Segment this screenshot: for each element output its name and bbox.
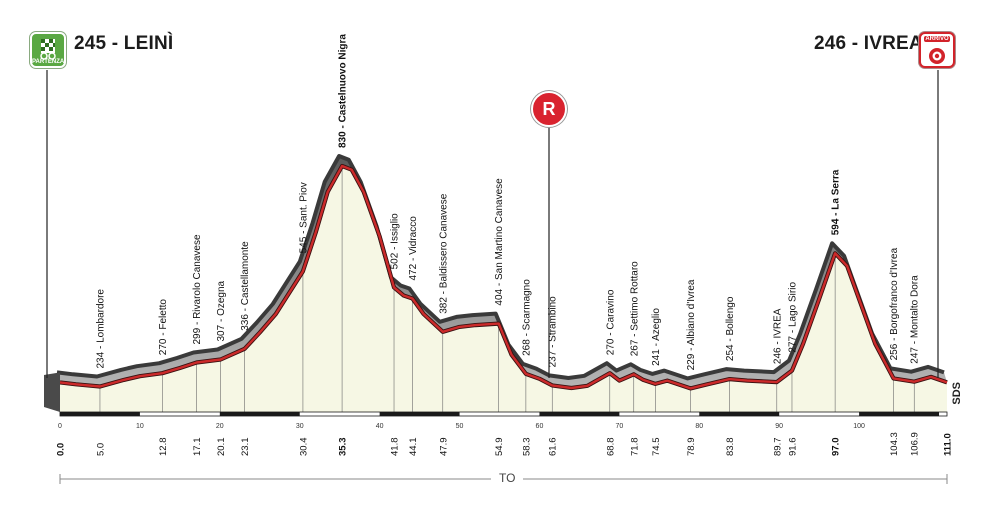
place-label: 307 - Ozegna <box>216 280 227 341</box>
place-label: 830 - Castelnuovo Nigra <box>338 34 349 148</box>
start-flag-icon <box>40 39 56 60</box>
place-label: 472 - Vidracco <box>408 216 419 281</box>
finish-target-icon <box>929 48 945 64</box>
km-label: 12.8 <box>158 438 169 457</box>
km-tick-label: 70 <box>615 423 623 430</box>
km-tick-label: 40 <box>376 423 384 430</box>
km-tick-label: 30 <box>296 423 304 430</box>
place-label: 382 - Baldissero Canavese <box>438 193 449 314</box>
km-strip-segment <box>699 412 780 416</box>
place-label: 234 - Lombardore <box>95 289 106 369</box>
km-label: 5.0 <box>95 443 106 456</box>
start-title: 245 - LEINÌ <box>74 33 174 54</box>
refreshment-marker-icon: R <box>542 99 556 119</box>
km-label: 68.8 <box>605 438 616 457</box>
km-tick-label: 90 <box>775 423 783 430</box>
km-tick-label: 0 <box>58 423 62 430</box>
km-label: 71.8 <box>629 438 640 457</box>
road-line <box>59 164 948 390</box>
km-tick-label: 100 <box>853 423 865 430</box>
km-label: 17.1 <box>192 438 203 457</box>
km-label: 111.0 <box>943 433 954 456</box>
place-label: 404 - San Martino Canavese <box>494 178 505 306</box>
feed-zone-marker: R <box>531 91 567 127</box>
place-label: 502 - Issiglio <box>390 213 401 270</box>
place-label: 268 - Scarmagno <box>521 279 532 356</box>
km-tick-label: 10 <box>136 423 144 430</box>
km-strip <box>59 411 948 417</box>
km-label: 78.9 <box>686 438 697 457</box>
sds-label: SDS <box>951 382 963 405</box>
km-label: 106.9 <box>910 432 921 456</box>
place-label: 299 - Rivarolo Canavese <box>192 234 203 344</box>
km-strip-segment <box>60 412 140 416</box>
km-tick-label: 20 <box>216 423 224 430</box>
place-label: 237 - Strambino <box>548 296 559 368</box>
km-label: 61.6 <box>548 438 559 457</box>
finish-badge: ARRIVO <box>919 32 955 68</box>
start-badge: PARTENZA <box>30 32 66 68</box>
km-strip-segment <box>379 412 460 416</box>
place-label: 545 - Sant. Piov <box>298 182 309 253</box>
start-block <box>44 372 60 412</box>
km-label: 35.3 <box>338 438 349 457</box>
place-label: 246 - IVREA <box>772 308 783 364</box>
km-label: 104.3 <box>889 432 900 456</box>
place-label: 256 - Borgofranco d'Ivrea <box>889 247 900 360</box>
km-label: 97.0 <box>831 438 842 457</box>
km-label: 20.1 <box>216 438 227 457</box>
place-label: 241 - Azeglio <box>651 308 662 366</box>
km-tick-label: 50 <box>456 423 464 430</box>
finish-badge-label: ARRIVO <box>924 36 950 42</box>
km-label: 83.8 <box>725 438 736 457</box>
place-label: 247 - Montalto Dora <box>910 275 921 364</box>
km-label: 0.0 <box>56 443 67 456</box>
km-label: 58.3 <box>521 438 532 457</box>
finish-title: 246 - IVREA <box>814 33 923 54</box>
km-label: 74.5 <box>651 438 662 457</box>
km-label: 23.1 <box>240 438 251 457</box>
place-label: 270 - Caravino <box>605 289 616 355</box>
km-strip-segment <box>219 412 300 416</box>
route-label: TO <box>491 471 524 485</box>
km-strip-segment <box>859 412 940 416</box>
place-label: 277 - Lago Sirio <box>787 282 798 353</box>
place-label: 336 - Castellamonte <box>240 241 251 331</box>
place-label: 254 - Bollengo <box>725 296 736 361</box>
km-label: 47.9 <box>438 438 449 457</box>
km-label: 41.8 <box>390 438 401 457</box>
start-badge-label: PARTENZA <box>32 59 65 65</box>
km-label: 91.6 <box>787 438 798 457</box>
km-label: 30.4 <box>298 438 309 457</box>
place-label: 594 - La Serra <box>831 169 842 235</box>
km-label: 89.7 <box>772 438 783 457</box>
place-label: 229 - Albiano d'Ivrea <box>686 279 697 370</box>
km-tick-label: 80 <box>695 423 703 430</box>
km-label: 44.1 <box>408 438 419 457</box>
profile-fill <box>60 166 947 412</box>
place-label: 267 - Settimo Rottaro <box>629 261 640 356</box>
km-strip-segment <box>539 412 620 416</box>
place-label: 270 - Feletto <box>158 299 169 356</box>
km-tick-label: 60 <box>536 423 544 430</box>
km-label: 54.9 <box>494 438 505 457</box>
